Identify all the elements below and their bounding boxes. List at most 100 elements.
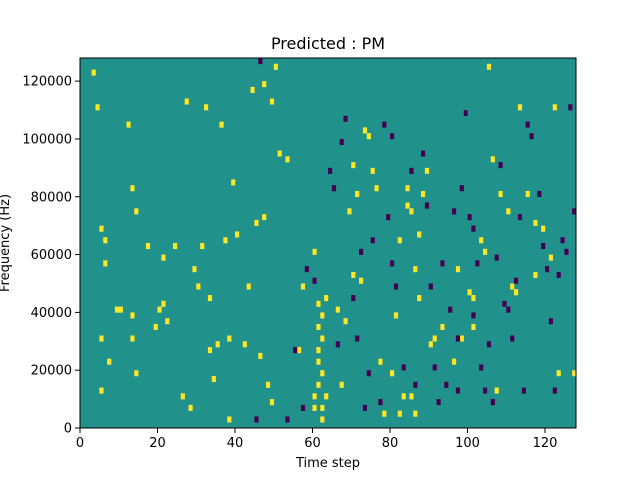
heatmap-cell-negative — [444, 381, 449, 388]
heatmap-cell-positive — [533, 271, 538, 278]
heatmap-cell-negative — [293, 347, 298, 354]
heatmap-cell-negative — [483, 387, 488, 394]
heatmap-cell-positive — [421, 190, 426, 198]
heatmap-cell-positive — [297, 347, 302, 354]
heatmap-cell-positive — [390, 370, 395, 377]
heatmap-cell-positive — [517, 104, 523, 111]
heatmap-cell-positive — [180, 393, 185, 400]
heatmap-cell-negative — [459, 185, 464, 192]
heatmap-cell-positive — [541, 225, 546, 232]
heatmap-cell-positive — [413, 266, 418, 273]
heatmap-cell-positive — [366, 133, 371, 140]
heatmap-cell-positive — [134, 208, 139, 215]
heatmap-cell-positive — [490, 156, 495, 163]
y-tick-label: 60000 — [31, 248, 72, 263]
heatmap-cell-positive — [320, 404, 325, 411]
heatmap-cell-negative — [409, 167, 414, 174]
heatmap-cell-positive — [223, 237, 228, 244]
heatmap-cell-negative — [390, 133, 395, 140]
heatmap-cell-positive — [99, 387, 104, 394]
heatmap-cell-positive — [320, 416, 325, 423]
x-axis: 0 20 40 60 80 100 120 — [76, 428, 558, 451]
heatmap-cell-positive — [498, 190, 503, 198]
heatmap-cell-positive — [312, 248, 317, 255]
x-tick-label: 80 — [382, 436, 399, 451]
heatmap-cell-negative — [312, 277, 317, 284]
heatmap-cell-positive — [370, 167, 375, 174]
heatmap-cell-positive — [320, 370, 325, 377]
heatmap-cell-positive — [130, 312, 135, 319]
heatmap-cell-positive — [572, 370, 577, 377]
heatmap-cell-positive — [312, 404, 317, 411]
heatmap-cell-positive — [405, 185, 410, 192]
heatmap-cell-positive — [397, 237, 402, 244]
heatmap-cell-positive — [556, 370, 561, 377]
heatmap-cell-positive — [316, 358, 321, 365]
heatmap-cell-positive — [188, 404, 193, 411]
heatmap-cell-negative — [428, 283, 433, 290]
heatmap-cell-positive — [99, 335, 104, 342]
heatmap-cell-positive — [548, 254, 554, 261]
heatmap-cell-positive — [262, 81, 267, 88]
heatmap-cell-positive — [393, 312, 399, 319]
x-axis-label: Time step — [295, 456, 360, 471]
heatmap-cell-positive — [300, 283, 306, 290]
heatmap-cell-positive — [471, 295, 476, 302]
heatmap-cell-positive — [471, 323, 476, 331]
heatmap-cell-negative — [339, 138, 344, 146]
heatmap-cell-positive — [405, 202, 410, 209]
heatmap-cell-negative — [370, 237, 375, 244]
heatmap-cell-positive — [157, 306, 162, 313]
y-tick-label: 40000 — [31, 306, 72, 321]
heatmap-cell-positive — [417, 295, 422, 302]
heatmap-cell-negative — [556, 271, 561, 278]
heatmap-cell-positive — [355, 190, 360, 198]
heatmap-cell-negative — [494, 254, 499, 261]
heatmap-cell-positive — [285, 156, 290, 163]
heatmap-cell-positive — [324, 393, 329, 400]
y-axis: 0 20000 40000 60000 80000 100000 120000 — [22, 75, 80, 437]
plot-background — [80, 58, 576, 428]
heatmap-cell-negative — [304, 266, 309, 273]
plot-frame — [79, 57, 577, 429]
heatmap-cell-positive — [262, 214, 267, 221]
heatmap-cell-negative — [440, 260, 445, 267]
heatmap-cell-negative — [351, 295, 356, 302]
heatmap-cell-positive — [269, 399, 275, 406]
y-axis-label: Frequency (Hz) — [0, 194, 13, 292]
heatmap-cell-positive — [343, 318, 348, 325]
heatmap-cell-positive — [359, 277, 364, 284]
heatmap-cells — [91, 58, 577, 423]
heatmap-cell-positive — [103, 237, 108, 244]
heatmap-cell-negative — [475, 260, 480, 267]
heatmap-cell-negative — [355, 335, 360, 342]
y-tick-label: 120000 — [22, 75, 72, 90]
heatmap-cell-positive — [95, 104, 100, 111]
heatmap-cell-positive — [378, 358, 383, 365]
heatmap-cell-positive — [114, 306, 120, 313]
heatmap-cell-negative — [331, 185, 337, 192]
heatmap-cell-negative — [452, 208, 457, 215]
heatmap-cell-positive — [486, 63, 492, 70]
heatmap-cell-negative — [572, 208, 577, 215]
heatmap-cell-positive — [145, 243, 151, 250]
heatmap-cell-positive — [533, 219, 538, 226]
heatmap-cell-negative — [564, 248, 569, 255]
heatmap-cell-positive — [382, 410, 387, 417]
y-tick-label: 20000 — [31, 364, 72, 379]
heatmap-cell-positive — [347, 208, 352, 215]
heatmap-cell-positive — [235, 231, 240, 238]
heatmap-cell-negative — [471, 312, 476, 319]
x-tick-label: 120 — [533, 436, 558, 451]
heatmap-cell-negative — [359, 248, 364, 255]
heatmap-cell-positive — [312, 393, 317, 400]
heatmap-cell-negative — [254, 416, 259, 423]
heatmap-cell-positive — [374, 185, 379, 192]
heatmap-cell-positive — [161, 300, 166, 307]
heatmap-cell-positive — [153, 323, 158, 331]
heatmap-cell-positive — [165, 318, 170, 325]
heatmap-cell-positive — [409, 208, 414, 215]
x-tick-label: 0 — [76, 436, 84, 451]
heatmap-cell-positive — [506, 208, 511, 215]
